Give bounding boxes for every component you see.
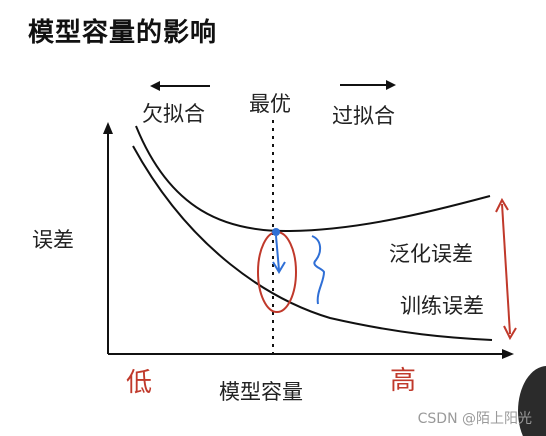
low-label: 低	[126, 368, 153, 398]
underfit-label: 欠拟合	[142, 102, 205, 126]
optimum-point-marker	[272, 228, 280, 236]
watermark: CSDN @陌上阳光	[417, 411, 532, 427]
page-title: 模型容量的影响	[28, 18, 218, 48]
red-range-bottom-arrowhead	[503, 325, 517, 341]
gap-brace	[311, 235, 326, 305]
overfit-label: 过拟合	[332, 104, 395, 128]
red-range-line	[501, 203, 511, 335]
red-range-top-arrowhead	[495, 197, 509, 213]
y-axis-label: 误差	[32, 228, 74, 252]
high-label: 高	[390, 366, 417, 396]
right-arrowhead	[386, 80, 396, 90]
training-error-curve	[132, 145, 493, 341]
blue-down-arrowhead	[272, 261, 286, 274]
blue-down-arrow-line	[275, 235, 280, 271]
x-axis-label: 模型容量	[219, 380, 303, 404]
generalization-error-curve	[135, 125, 491, 233]
x-axis-arrowhead	[502, 349, 514, 359]
y-axis-arrowhead	[103, 122, 113, 134]
generalization-error-label: 泛化误差	[389, 242, 473, 266]
training-error-label: 训练误差	[400, 294, 484, 318]
optimal-label: 最优	[249, 92, 291, 116]
left-arrowhead	[150, 81, 160, 91]
